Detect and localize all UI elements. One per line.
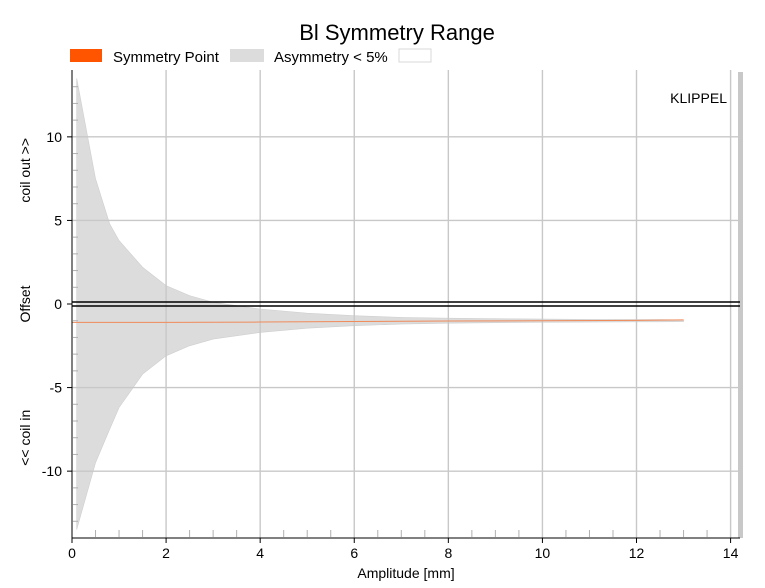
y-tick-label-5: 5 (54, 212, 62, 228)
legend-swatch-1 (230, 49, 264, 62)
y-tick-labels: 10 5 0 -5 -10 (42, 129, 72, 479)
legend-label-1: Asymmetry < 5% (274, 49, 388, 66)
minor-ticks (73, 86, 708, 537)
y-axis-label: << coil in Offset coil out >> (17, 138, 33, 466)
asymmetry-band (76, 78, 684, 530)
legend-swatch-2 (398, 48, 432, 63)
plot-right-border (738, 72, 743, 538)
x-tick-labels: 0 2 4 6 8 10 12 14 (68, 538, 739, 561)
grid-lines (72, 70, 740, 538)
x-axis-label: Amplitude [mm] (357, 565, 454, 581)
y-axis-label-part-1: Offset (17, 285, 33, 322)
x-tick-label-10: 10 (535, 545, 551, 561)
x-tick-label-4: 4 (256, 545, 264, 561)
y-axis-label-part-2: coil out >> (17, 138, 33, 203)
x-tick-label-6: 6 (350, 545, 358, 561)
legend: Symmetry Point Asymmetry < 5% (70, 48, 432, 66)
y-tick-label--10: -10 (42, 463, 62, 479)
y-axis-label-part-0: << coil in (17, 410, 33, 466)
x-tick-label-2: 2 (162, 545, 170, 561)
y-tick-label-0: 0 (54, 296, 62, 312)
zero-line-layer (72, 301, 740, 307)
symmetry-point-line (72, 319, 684, 323)
legend-label-0: Symmetry Point (113, 49, 220, 66)
asymmetry-band-layer (76, 78, 684, 530)
x-tick-label-14: 14 (723, 545, 739, 561)
symmetry-point-layer (72, 319, 684, 323)
klippel-annotation: KLIPPEL (670, 90, 727, 106)
x-tick-label-8: 8 (444, 545, 452, 561)
chart-title: Bl Symmetry Range (299, 20, 495, 45)
y-tick-label-10: 10 (46, 129, 62, 145)
x-tick-label-0: 0 (68, 545, 76, 561)
y-tick-label--5: -5 (50, 380, 63, 396)
legend-swatch-0 (70, 49, 102, 62)
x-tick-label-12: 12 (629, 545, 645, 561)
